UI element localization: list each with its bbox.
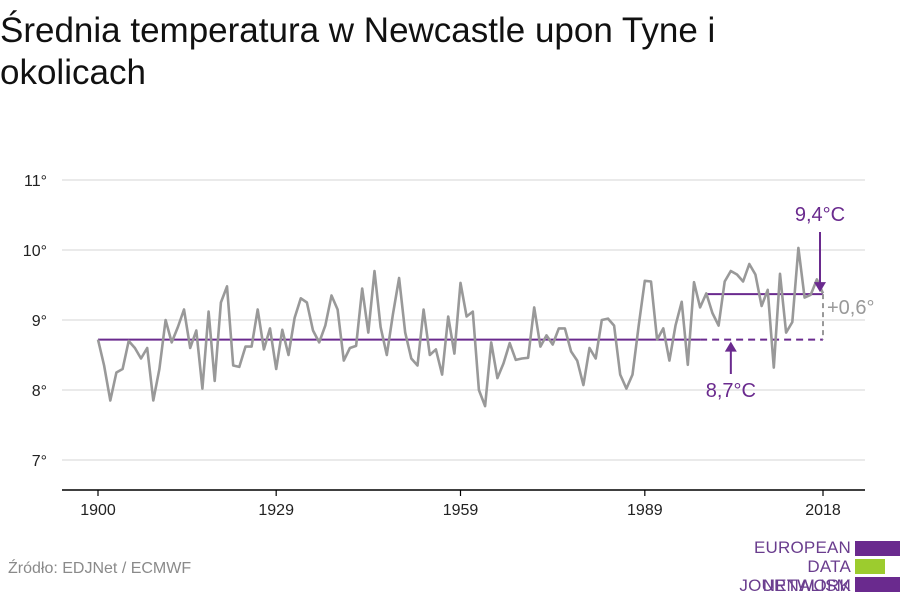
source-note: Źródło: EDJNet / ECMWF [8,560,192,577]
x-tick-label-2018: 2018 [805,502,841,519]
y-tick-label-9: 9° [32,313,47,330]
recent-mean-label: 9,4°C [795,204,845,226]
x-tick-label-1959: 1959 [443,502,479,519]
logo-line-3: NETWORK [762,576,851,595]
chart-title: Średnia temperatura w Newcastle upon Tyn… [0,11,716,92]
x-tick-label-1929: 1929 [258,502,294,519]
annotations: +0,6° 9,4°C 8,7°C [706,204,875,402]
logo-bar-purple-bottom [855,577,900,592]
x-axis: 1900 1929 1959 1989 2018 [62,489,865,519]
edjnet-logo: EUROPEAN DATA JOURNALISM NETWORK [700,538,900,598]
y-axis-tick-labels: 7° 8° 9° 10° 11° [23,173,47,470]
y-tick-label-8: 8° [32,383,47,400]
logo-bar-green [855,559,885,574]
gridlines [62,179,865,461]
baseline-arrow-head [724,341,737,352]
y-tick-label-11: 11° [24,173,47,190]
baseline-label: 8,7°C [706,380,756,402]
x-tick-label-1989: 1989 [627,502,663,519]
logo-line-1: EUROPEAN [753,538,851,557]
y-tick-label-7: 7° [32,453,47,470]
x-tick-label-1900: 1900 [80,502,116,519]
logo-line-2: DATA JOURNALISM [739,557,851,595]
temperature-series-line [96,246,825,408]
recent-arrow-head [814,282,826,293]
difference-label: +0,6° [827,297,874,319]
series-layer [96,246,825,408]
logo-bar-purple-top [855,541,900,556]
y-tick-label-10: 10° [23,243,47,260]
